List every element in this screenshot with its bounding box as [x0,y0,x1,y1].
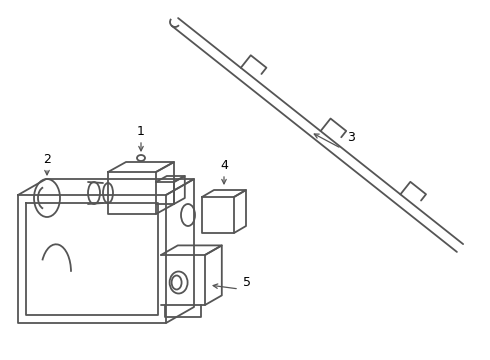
Text: 2: 2 [43,153,51,166]
Text: 5: 5 [243,276,251,289]
Text: 1: 1 [137,125,145,138]
Text: 4: 4 [220,159,228,172]
Text: 3: 3 [347,131,355,144]
